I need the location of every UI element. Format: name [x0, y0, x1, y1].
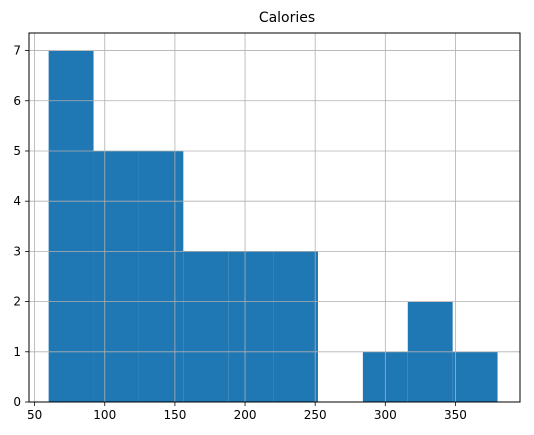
y-tick-label: 1 — [13, 345, 21, 359]
y-tick-label: 5 — [13, 144, 21, 158]
histogram-bar — [48, 50, 94, 402]
histogram-bar — [138, 150, 184, 402]
histogram-bar — [452, 351, 498, 402]
y-axis: 0 1 2 3 4 5 6 7 — [13, 44, 29, 409]
y-tick-label: 3 — [13, 244, 21, 258]
histogram-bar — [228, 251, 274, 402]
x-tick-label: 200 — [234, 408, 257, 422]
chart-title: Calories — [259, 10, 315, 26]
x-tick-label: 350 — [444, 408, 467, 422]
x-tick-label: 250 — [304, 408, 327, 422]
x-tick-label: 300 — [374, 408, 397, 422]
x-axis: 50 100 150 200 250 300 350 — [27, 402, 467, 422]
x-tick-label: 150 — [163, 408, 186, 422]
bars — [48, 50, 498, 402]
x-tick-label: 50 — [27, 408, 42, 422]
plot-frame — [28, 32, 521, 403]
y-tick-label: 6 — [13, 94, 21, 108]
histogram-bar — [93, 150, 139, 402]
y-tick-label: 7 — [13, 44, 21, 58]
x-tick-label: 100 — [93, 408, 116, 422]
y-tick-label: 0 — [13, 395, 21, 409]
y-tick-label: 4 — [13, 194, 21, 208]
y-tick-label: 2 — [13, 295, 21, 309]
histogram-bar — [273, 251, 318, 402]
histogram-bar — [183, 251, 229, 402]
